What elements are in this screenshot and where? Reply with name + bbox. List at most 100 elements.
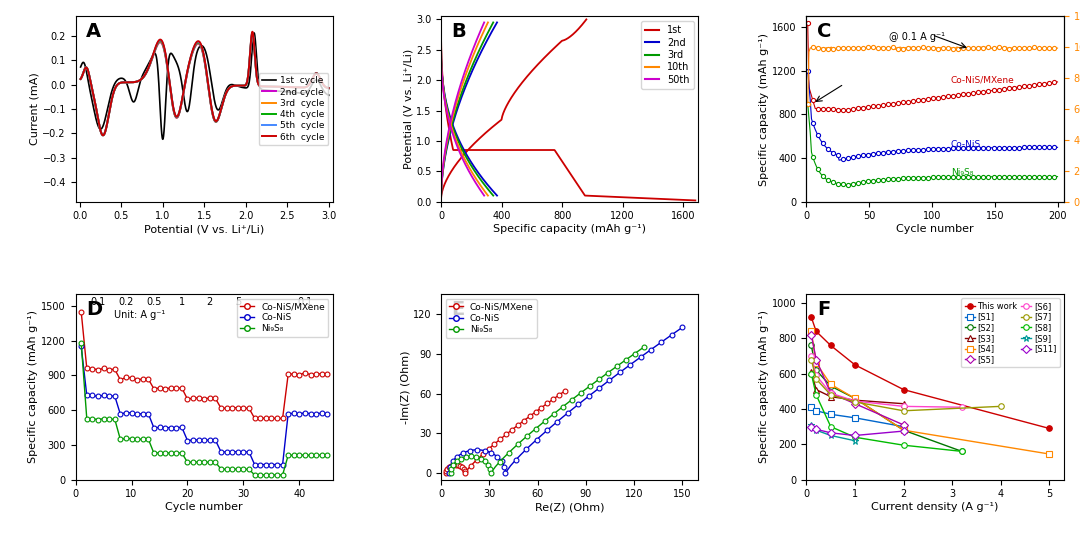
X-axis label: Re(Z) (Ohm): Re(Z) (Ohm) xyxy=(535,502,605,512)
[S11] xyxy=(805,423,818,430)
Text: 0.1: 0.1 xyxy=(91,296,106,307)
[S7] xyxy=(810,376,823,382)
3rd  cycle xyxy=(246,31,259,38)
1st  cycle xyxy=(270,88,283,94)
[S5] xyxy=(849,401,862,407)
Text: 2: 2 xyxy=(206,296,213,307)
[S2] xyxy=(805,342,818,349)
[S8] xyxy=(810,392,823,398)
4th  cycle xyxy=(86,90,99,97)
X-axis label: Specific capacity (mAh g⁻¹): Specific capacity (mAh g⁻¹) xyxy=(494,224,646,234)
[S3] xyxy=(824,393,837,400)
[S6] xyxy=(805,353,818,359)
[S6] xyxy=(849,398,862,404)
Text: F: F xyxy=(816,300,831,319)
[S5] xyxy=(897,422,910,428)
[S6] xyxy=(824,390,837,396)
Line: 5th  cycle: 5th cycle xyxy=(81,33,328,135)
Text: Ni₉S₈: Ni₉S₈ xyxy=(950,168,973,178)
Legend: Co-NiS/MXene, Co-NiS, Ni₉S₈: Co-NiS/MXene, Co-NiS, Ni₉S₈ xyxy=(446,299,537,337)
1st  cycle xyxy=(194,43,207,49)
[S11] xyxy=(897,428,910,434)
Text: Co-NiS/MXene: Co-NiS/MXene xyxy=(950,76,1014,85)
5th  cycle xyxy=(322,85,335,92)
[S7] xyxy=(805,356,818,363)
Text: Unit: A g⁻¹: Unit: A g⁻¹ xyxy=(114,311,165,320)
5th  cycle xyxy=(270,83,283,90)
2nd cycle xyxy=(270,83,283,90)
[S3] xyxy=(849,397,862,403)
Text: B: B xyxy=(451,22,467,41)
[S2] xyxy=(824,383,837,389)
3rd  cycle xyxy=(86,90,99,97)
X-axis label: Cycle number: Cycle number xyxy=(896,224,974,234)
5th  cycle xyxy=(75,76,87,82)
6th  cycle xyxy=(315,78,328,85)
[S7] xyxy=(849,399,862,405)
1st  cycle xyxy=(188,59,201,66)
1st  cycle xyxy=(157,136,170,142)
Line: This work: This work xyxy=(809,314,1052,431)
1st  cycle xyxy=(315,84,328,91)
[S11] xyxy=(849,432,862,439)
5th  cycle xyxy=(246,29,259,36)
Text: D: D xyxy=(86,300,102,319)
This work xyxy=(824,342,837,349)
3rd  cycle xyxy=(75,76,87,82)
Line: 2nd cycle: 2nd cycle xyxy=(81,35,328,135)
[S8] xyxy=(897,442,910,449)
1st  cycle xyxy=(75,64,87,70)
2nd cycle xyxy=(246,32,259,38)
Y-axis label: Specific capacity (mAh g⁻¹): Specific capacity (mAh g⁻¹) xyxy=(28,311,39,463)
1st  cycle xyxy=(322,92,335,99)
1st  cycle xyxy=(247,29,260,36)
3rd  cycle xyxy=(188,44,201,50)
Text: 0.2: 0.2 xyxy=(119,296,134,307)
6th  cycle xyxy=(86,90,99,97)
[S7] xyxy=(824,392,837,398)
4th  cycle xyxy=(96,132,109,138)
6th  cycle xyxy=(188,41,201,48)
Text: 5: 5 xyxy=(234,296,241,307)
[S2] xyxy=(897,427,910,433)
[S11] xyxy=(824,429,837,436)
[S6] xyxy=(897,403,910,410)
[S5] xyxy=(805,331,818,338)
Line: [S8]: [S8] xyxy=(809,371,964,454)
2nd cycle xyxy=(96,132,109,138)
6th  cycle xyxy=(270,83,283,90)
[S4] xyxy=(824,381,837,387)
4th  cycle xyxy=(194,44,207,50)
4th  cycle xyxy=(315,78,328,85)
This work xyxy=(897,386,910,393)
Line: [S4]: [S4] xyxy=(809,329,1052,457)
[S7] xyxy=(897,408,910,414)
4th  cycle xyxy=(188,43,201,49)
Text: C: C xyxy=(816,22,832,41)
[S6] xyxy=(810,372,823,379)
[S9] xyxy=(805,422,818,428)
Line: [S3]: [S3] xyxy=(809,369,906,407)
X-axis label: Potential (V vs. Li⁺/Li): Potential (V vs. Li⁺/Li) xyxy=(144,224,265,234)
2nd cycle xyxy=(86,90,99,97)
This work xyxy=(849,362,862,368)
Y-axis label: Potential (V vs. Li⁺/Li): Potential (V vs. Li⁺/Li) xyxy=(403,49,413,169)
1st  cycle xyxy=(86,103,99,110)
[S8] xyxy=(824,423,837,430)
3rd  cycle xyxy=(96,132,109,138)
5th  cycle xyxy=(86,90,99,97)
[S3] xyxy=(810,386,823,393)
Legend: This work, [S1], [S2], [S3], [S4], [S5], [S6], [S7], [S8], [S9], [S11]: This work, [S1], [S2], [S3], [S4], [S5],… xyxy=(961,299,1059,367)
5th  cycle xyxy=(315,79,328,86)
Text: E: E xyxy=(451,300,464,319)
6th  cycle xyxy=(315,79,328,86)
[S8] xyxy=(956,448,969,455)
Text: 1: 1 xyxy=(179,296,185,307)
Y-axis label: Specific capacity (mAh g⁻¹): Specific capacity (mAh g⁻¹) xyxy=(759,33,769,185)
[S9] xyxy=(849,438,862,444)
[S7] xyxy=(995,403,1008,410)
Text: 0.5: 0.5 xyxy=(146,296,162,307)
Line: [S2]: [S2] xyxy=(809,343,964,454)
3rd  cycle xyxy=(270,83,283,90)
Legend: 1st  cycle, 2nd cycle, 3rd  cycle, 4th  cycle, 5th  cycle, 6th  cycle: 1st cycle, 2nd cycle, 3rd cycle, 4th cyc… xyxy=(258,72,328,146)
